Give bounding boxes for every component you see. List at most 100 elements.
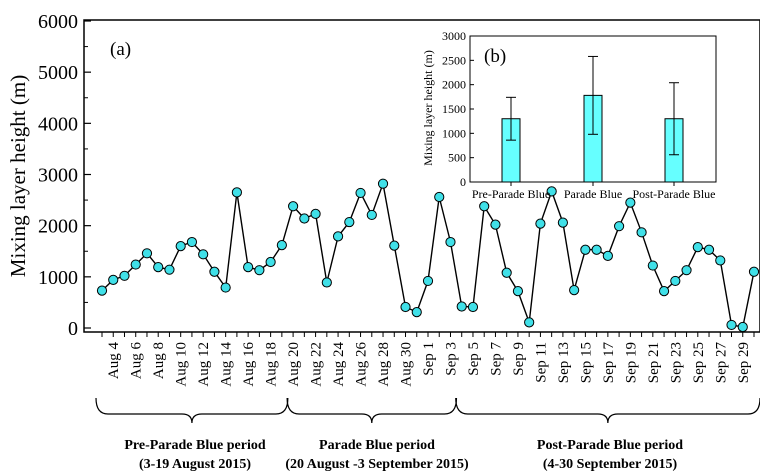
data-point (445, 236, 456, 248)
data-point (456, 301, 467, 312)
data-point (737, 321, 748, 333)
data-point (108, 274, 119, 286)
period-dates-post: (4-30 September 2015) (543, 457, 678, 472)
x-tick-label: Aug 10 (174, 342, 190, 387)
data-point (692, 242, 703, 253)
data-point (254, 265, 265, 276)
panel-label-a: (a) (110, 39, 131, 60)
inset-x-axis-ticks: Pre-Parade Blue Parade Blue Post-Parade Bl… (472, 182, 716, 201)
data-point (119, 270, 130, 281)
x-tick-label: Sep 21 (646, 342, 662, 383)
data-point (299, 213, 310, 224)
data-point (377, 178, 389, 189)
y-tick-label: 2000 (38, 216, 78, 238)
x-tick-label: Sep 11 (533, 342, 549, 383)
data-point (321, 277, 332, 288)
period-annotations: Pre-Parade Blue period (3-19 August 2015… (95, 397, 760, 472)
x-tick-label: Sep 13 (556, 342, 572, 383)
x-tick-label: Sep 9 (511, 342, 527, 376)
data-point (726, 319, 737, 331)
x-tick-label: Sep 19 (623, 342, 639, 383)
x-tick-label: Aug 20 (286, 342, 302, 387)
x-tick-label: Aug 8 (151, 342, 167, 379)
x-axis-ticks: Aug 4 Aug 6 Aug 8 Aug 10 Aug 12 Aug 14 Aug 16 A… (101, 332, 755, 387)
data-point (141, 248, 153, 259)
data-point (670, 275, 681, 287)
data-point (490, 219, 501, 230)
data-point (198, 249, 209, 260)
x-tick-label: Aug 28 (376, 342, 392, 387)
inset-y-tick-label: 1000 (442, 126, 466, 140)
data-point (344, 216, 355, 228)
inset-y-tick-label: 1500 (442, 102, 466, 116)
period-dates-parade: (20 August -3 September 2015) (285, 457, 469, 472)
data-point (703, 244, 715, 255)
data-point (467, 301, 479, 313)
data-point (602, 250, 613, 261)
x-tick-label: Aug 12 (196, 342, 212, 387)
data-point (175, 241, 186, 252)
inset-x-tick-label: Parade Blue (564, 187, 622, 201)
data-point (625, 197, 636, 208)
inset-y-tick-label: 2000 (442, 78, 466, 92)
data-point (400, 301, 411, 313)
main-plot-frame (83, 19, 760, 333)
data-point (557, 217, 568, 228)
period-label-post: Post-Parade Blue period (537, 438, 683, 453)
data-point (479, 201, 490, 212)
x-tick-label: Aug 18 (264, 342, 280, 387)
y-axis-ticks: 0 1000 2000 3000 4000 5000 6000 (38, 11, 91, 340)
x-tick-label: Sep 3 (443, 342, 459, 376)
data-point (209, 266, 220, 277)
data-point (220, 282, 231, 293)
data-point (524, 317, 535, 328)
x-tick-label: Sep 23 (668, 342, 684, 383)
inset-x-tick-label: Post-Parade Blue (633, 187, 716, 201)
data-point (164, 264, 175, 275)
x-tick-label: Aug 4 (106, 342, 122, 380)
x-tick-label: Sep 29 (736, 342, 752, 383)
data-point (614, 221, 625, 232)
x-tick-label: Sep 17 (601, 342, 617, 384)
period-label-pre: Pre-Parade Blue period (124, 438, 265, 453)
inset-y-tick-label: 500 (448, 151, 466, 165)
data-point (715, 255, 726, 266)
data-point (535, 218, 546, 229)
inset-bars (501, 55, 684, 183)
data-point (658, 286, 670, 297)
y-axis-title: Mixing layer height (m) (6, 75, 30, 277)
data-point (153, 262, 164, 273)
main-chart: Mixing layer height (m) (a) 0 1000 2000 300… (6, 11, 760, 387)
x-tick-label: Aug 6 (129, 342, 145, 380)
data-point (243, 262, 254, 273)
inset-y-tick-label: 0 (460, 175, 466, 189)
period-brace (455, 397, 760, 424)
data-point (422, 275, 434, 287)
data-point (332, 231, 344, 242)
data-point (501, 267, 512, 278)
x-tick-label: Sep 5 (466, 342, 482, 376)
x-tick-label: Aug 24 (331, 342, 347, 387)
data-point (276, 240, 287, 251)
data-point (591, 244, 602, 255)
data-point (546, 186, 557, 197)
data-point (647, 260, 658, 271)
y-tick-label: 3000 (38, 165, 78, 187)
y-tick-label: 1000 (38, 267, 78, 289)
x-tick-label: Sep 7 (488, 342, 504, 376)
x-tick-label: Sep 15 (578, 342, 594, 383)
data-point (389, 240, 400, 251)
inset-y-tick-label: 3000 (442, 29, 466, 43)
x-tick-label: Aug 30 (399, 342, 415, 387)
data-point (512, 286, 524, 297)
inset-y-axis-ticks: 0 500 1000 1500 2000 2500 3000 (442, 29, 474, 189)
data-point (186, 236, 198, 248)
x-tick-label: Sep 1 (421, 342, 437, 376)
data-point (355, 187, 366, 199)
x-tick-label: Sep 27 (713, 342, 729, 384)
panel-label-b: (b) (484, 46, 506, 67)
x-tick-label: Aug 26 (354, 342, 370, 387)
data-point (748, 266, 760, 277)
data-point (434, 191, 445, 203)
data-point (231, 187, 242, 198)
